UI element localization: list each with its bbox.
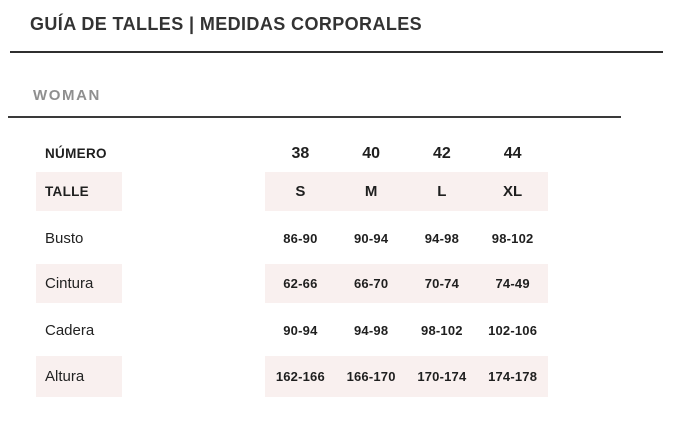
section-divider	[8, 116, 621, 118]
table-row-altura: Altura 162-166 166-170 170-174 174-178	[0, 356, 676, 397]
table-row-talle: TALLE S M L XL	[0, 172, 676, 211]
size-value-cell: 170-174	[417, 369, 467, 384]
row-label: Busto	[45, 230, 84, 247]
row-values: S M L XL	[265, 172, 548, 211]
table-row-busto: Busto 86-90 90-94 94-98 98-102	[0, 219, 676, 258]
size-value-cell: M	[364, 183, 378, 200]
size-value-cell: 98-102	[421, 323, 463, 338]
size-value-cell: 70-74	[424, 276, 459, 291]
size-value-cell: 38	[291, 144, 310, 162]
table-row-cintura: Cintura 62-66 66-70 70-74 74-49	[0, 264, 676, 303]
size-value-cell: 42	[432, 144, 451, 162]
row-values: 62-66 66-70 70-74 74-49	[265, 264, 548, 303]
row-values: 86-90 90-94 94-98 98-102	[265, 219, 548, 258]
size-value-cell: 174-178	[488, 369, 538, 384]
row-label: Altura	[36, 356, 122, 397]
size-value-cell: 98-102	[491, 231, 534, 246]
size-value-cell: 66-70	[354, 276, 389, 291]
row-label: Cintura	[36, 264, 122, 303]
size-value-cell: 86-90	[283, 231, 318, 246]
row-label: TALLE	[36, 172, 122, 211]
page-title: GUÍA DE TALLES | MEDIDAS CORPORALES	[30, 14, 423, 34]
size-value-cell: 62-66	[283, 276, 318, 291]
size-value-cell: 166-170	[346, 369, 396, 384]
row-values: 162-166 166-170 170-174 174-178	[265, 356, 548, 397]
size-value-cell: S	[295, 183, 306, 200]
section-label-woman: WOMAN	[33, 87, 101, 104]
size-value-cell: 102-106	[488, 323, 538, 338]
size-value-cell: 162-166	[275, 369, 325, 384]
row-values: 90-94 94-98 98-102 102-106	[265, 311, 548, 350]
size-value-cell: 74-49	[495, 276, 530, 291]
size-value-cell: 44	[503, 144, 522, 162]
row-label: NÚMERO	[45, 146, 107, 161]
title-divider	[10, 51, 663, 53]
size-value-cell: 94-98	[424, 231, 459, 246]
size-value-cell: XL	[503, 183, 523, 200]
row-label: Cadera	[45, 322, 95, 339]
size-value-cell: 94-98	[354, 323, 389, 338]
table-row-numero: NÚMERO 38 40 42 44	[0, 134, 676, 173]
size-value-cell: 90-94	[354, 231, 389, 246]
size-value-cell: 40	[362, 144, 381, 162]
row-values: 38 40 42 44	[265, 134, 548, 173]
size-value-cell: L	[437, 183, 447, 200]
table-row-cadera: Cadera 90-94 94-98 98-102 102-106	[0, 311, 676, 350]
size-value-cell: 90-94	[283, 323, 318, 338]
